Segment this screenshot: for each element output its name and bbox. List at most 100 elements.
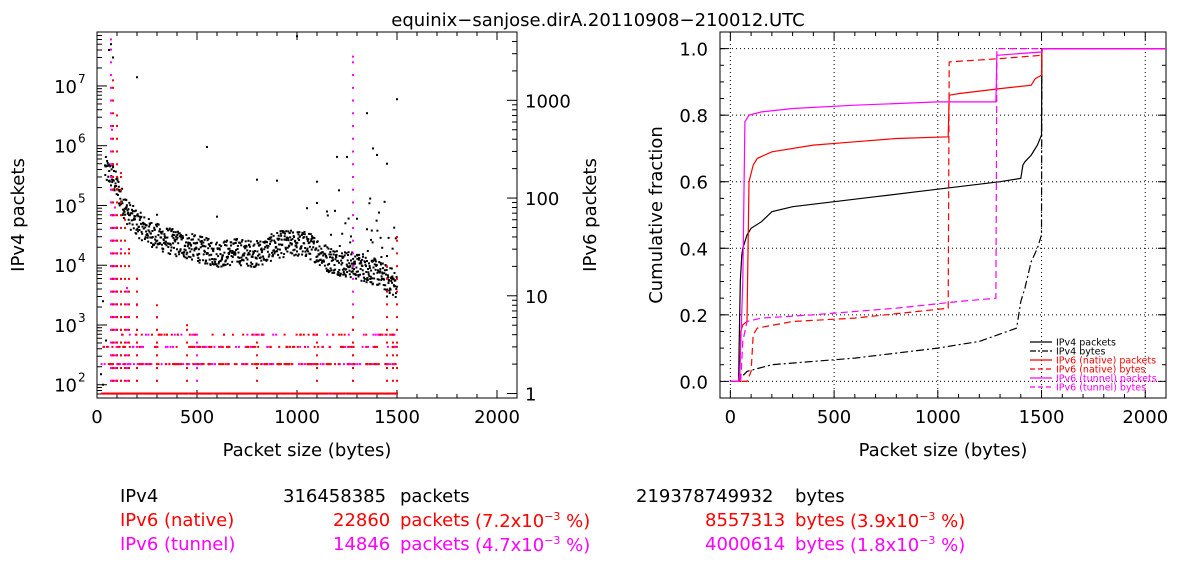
ipv6-native-point xyxy=(112,175,114,178)
ipv4-point xyxy=(225,240,228,243)
ipv4-point xyxy=(373,263,376,266)
ipv4-point xyxy=(341,257,344,260)
ipv4-point xyxy=(234,252,237,255)
ipv4-point xyxy=(112,56,114,59)
ipv6-native-point xyxy=(325,392,327,395)
ipv6-tunnel-point xyxy=(114,206,116,209)
ipv6-native-point xyxy=(374,345,377,348)
ipv4-point xyxy=(251,253,254,256)
ipv4-point xyxy=(336,259,339,262)
ipv6-native-point xyxy=(308,363,311,366)
ipv6-native-point xyxy=(124,367,126,370)
summary-packets-count: 316458385 xyxy=(283,486,387,507)
ipv4-point xyxy=(205,259,208,262)
ipv6-native-point xyxy=(310,392,313,395)
ipv4-point xyxy=(252,251,255,254)
ipv4-point xyxy=(326,214,329,217)
ipv6-native-point xyxy=(175,345,178,348)
ipv4-point xyxy=(366,260,368,263)
ipv4-point xyxy=(136,214,139,217)
ipv4-point xyxy=(391,281,394,284)
ipv6-tunnel-point xyxy=(164,345,167,348)
ipv4-point xyxy=(361,258,364,261)
ipv4-point xyxy=(286,250,289,253)
ipv4-point xyxy=(111,181,114,184)
ipv4-point xyxy=(240,244,243,247)
ipv4-point xyxy=(271,255,274,258)
ipv4-point xyxy=(306,239,309,242)
ipv4-point xyxy=(370,259,373,262)
ipv6-native-point xyxy=(389,392,392,395)
ipv4-point xyxy=(110,168,113,171)
ipv4-point xyxy=(290,229,292,232)
ipv6-native-point xyxy=(386,341,388,344)
ipv4-point xyxy=(337,271,340,274)
ipv4-point xyxy=(260,247,263,250)
ipv4-point xyxy=(196,241,199,244)
ipv4-point xyxy=(314,260,317,263)
ipv6-tunnel-point xyxy=(389,363,392,366)
ipv4-point xyxy=(299,235,301,238)
ipv6-tunnel-point xyxy=(107,345,110,348)
ipv6-native-point xyxy=(128,392,130,395)
ipv6-native-point xyxy=(136,341,138,344)
ipv6-native-point xyxy=(257,363,260,366)
ipv4-point xyxy=(361,269,364,272)
ipv4-point xyxy=(322,259,325,262)
ipv4-point xyxy=(217,255,220,258)
ipv6-native-point xyxy=(307,333,310,336)
ipv4-point xyxy=(268,238,271,241)
ipv6-native-point xyxy=(107,363,110,366)
ipv6-tunnel-point xyxy=(241,363,244,366)
ipv4-point xyxy=(114,182,117,185)
ipv6-tunnel-point xyxy=(145,333,147,336)
ipv4-point xyxy=(170,230,173,233)
ipv4-point xyxy=(380,275,383,278)
ipv4-point xyxy=(380,263,382,266)
ipv6-tunnel-point xyxy=(367,345,369,348)
ipv6-tunnel-point xyxy=(250,345,252,348)
ipv4-point xyxy=(249,250,252,253)
ipv4-point xyxy=(136,227,139,230)
ipv4-point xyxy=(181,251,184,254)
ipv6-native-point xyxy=(395,345,398,348)
ipv4-point xyxy=(104,155,107,158)
ipv4-point xyxy=(313,237,316,240)
ipv4-point xyxy=(212,247,215,250)
ipv6-native-point xyxy=(223,333,225,336)
ipv6-tunnel-point xyxy=(188,363,191,366)
ipv4-point xyxy=(155,246,158,249)
ipv4-point xyxy=(348,269,351,272)
ipv6-native-point xyxy=(112,86,114,89)
ipv4-point xyxy=(240,256,243,259)
ipv4-point xyxy=(362,276,365,279)
ipv6-native-point xyxy=(256,392,258,395)
ipv4-point xyxy=(256,240,259,243)
ipv4-point xyxy=(136,213,139,216)
ipv4-point xyxy=(283,235,286,238)
ipv4-point xyxy=(230,241,233,244)
ipv4-point xyxy=(305,249,308,252)
ipv4-point xyxy=(335,250,338,253)
ipv6-native-point xyxy=(112,201,114,204)
ipv4-point xyxy=(123,210,126,213)
ipv6-tunnel-point xyxy=(136,345,138,348)
ipv6-native-point xyxy=(186,392,188,395)
ipv4-point xyxy=(138,237,141,240)
ipv4-point xyxy=(318,245,321,248)
ipv4-point xyxy=(194,234,196,237)
ipv4-point xyxy=(225,244,228,247)
ipv4-point xyxy=(176,230,179,233)
ipv4-point xyxy=(284,248,287,251)
ipv4-point xyxy=(328,262,331,265)
ipv6-native-point xyxy=(173,363,176,366)
ipv6-native-point xyxy=(156,304,158,307)
ipv6-tunnel-point xyxy=(129,363,132,366)
ipv4-point xyxy=(116,179,119,182)
ipv4-point xyxy=(236,238,238,241)
ipv6-native-point xyxy=(111,345,114,348)
ipv6-native-point xyxy=(112,392,114,395)
ipv6-tunnel-point xyxy=(172,345,174,348)
ipv4-point xyxy=(385,268,388,271)
ipv4-point xyxy=(344,222,347,225)
